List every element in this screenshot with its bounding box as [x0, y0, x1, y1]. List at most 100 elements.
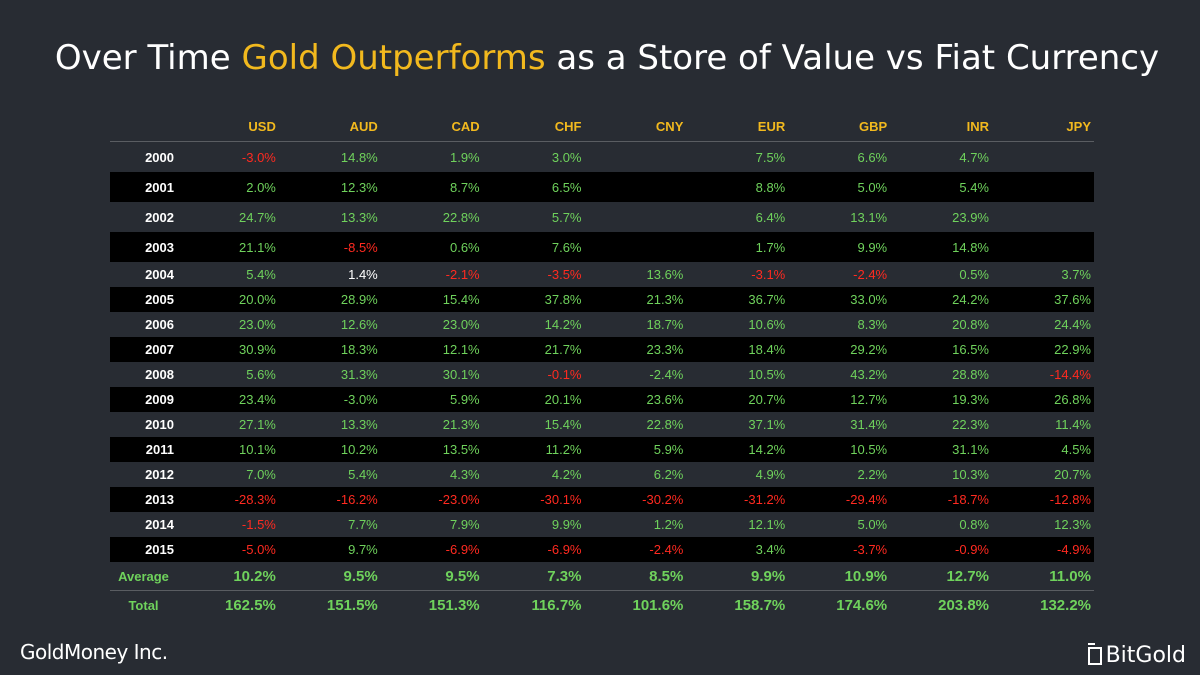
cell-eur: -31.2% — [686, 487, 789, 512]
cell-jpy: 24.4% — [992, 312, 1094, 337]
average-jpy: 11.0% — [992, 562, 1094, 591]
cell-aud: 1.4% — [278, 262, 381, 287]
average-eur: 9.9% — [686, 562, 789, 591]
total-label: Total — [110, 590, 177, 619]
year-cell: 2015 — [110, 537, 177, 562]
total-inr: 203.8% — [890, 590, 992, 619]
cell-aud: 14.8% — [278, 141, 381, 172]
table-row: 2005 20.0% 28.9% 15.4% 37.8% 21.3% 36.7% 33.0% 2… — [110, 287, 1094, 312]
cell-jpy: 12.3% — [992, 512, 1094, 537]
year-cell: 2007 — [110, 337, 177, 362]
header-usd: USD — [177, 112, 279, 142]
cell-eur: 7.5% — [686, 141, 789, 172]
year-cell: 2012 — [110, 462, 177, 487]
average-aud: 9.5% — [278, 562, 381, 591]
cell-jpy — [992, 202, 1094, 232]
title-part-1: Over Time — [54, 38, 242, 78]
header-cad: CAD — [380, 112, 483, 142]
cell-cad: -2.1% — [380, 262, 483, 287]
cell-inr: 23.9% — [890, 202, 992, 232]
cell-usd: 10.1% — [177, 437, 279, 462]
cell-usd: 7.0% — [177, 462, 279, 487]
table-row: 2014 -1.5% 7.7% 7.9% 9.9% 1.2% 12.1% 5.0% 0.8% 12… — [110, 512, 1094, 537]
table-row: 2009 23.4% -3.0% 5.9% 20.1% 23.6% 20.7% 12.7% 19… — [110, 387, 1094, 412]
cell-aud: 28.9% — [278, 287, 381, 312]
cell-cny — [584, 141, 687, 172]
cell-chf: -6.9% — [482, 537, 585, 562]
cell-usd: 5.4% — [177, 262, 279, 287]
cell-chf: 21.7% — [482, 337, 585, 362]
cell-cny: 18.7% — [584, 312, 687, 337]
table-row: 2012 7.0% 5.4% 4.3% 4.2% 6.2% 4.9% 2.2% 10.3% 20.… — [110, 462, 1094, 487]
cell-chf: 4.2% — [482, 462, 585, 487]
cell-aud: -3.0% — [278, 387, 381, 412]
cell-cny: 1.2% — [584, 512, 687, 537]
cell-eur: 8.8% — [686, 172, 789, 202]
header-cny: CNY — [584, 112, 687, 142]
total-cad: 151.3% — [380, 590, 483, 619]
table-row: 2000 -3.0% 14.8% 1.9% 3.0% 7.5% 6.6% 4.7% — [110, 141, 1094, 172]
table-body: 2000 -3.0% 14.8% 1.9% 3.0% 7.5% 6.6% 4.7% 2001 2.… — [110, 141, 1094, 562]
cell-inr: 10.3% — [890, 462, 992, 487]
cell-gbp: -2.4% — [788, 262, 891, 287]
slide-title: Over Time Gold Outperforms as a Store of… — [0, 38, 1200, 78]
cell-inr: 20.8% — [890, 312, 992, 337]
cell-gbp: 10.5% — [788, 437, 891, 462]
goldmoney-logo-text: GoldMoney Inc. — [20, 640, 168, 664]
title-highlight: Gold Outperforms — [241, 38, 546, 78]
cell-cad: 30.1% — [380, 362, 483, 387]
cell-usd: 5.6% — [177, 362, 279, 387]
cell-inr: 28.8% — [890, 362, 992, 387]
cell-cad: 7.9% — [380, 512, 483, 537]
cell-cny — [584, 172, 687, 202]
cell-eur: 4.9% — [686, 462, 789, 487]
cell-aud: -8.5% — [278, 232, 381, 262]
year-cell: 2009 — [110, 387, 177, 412]
header-chf: CHF — [482, 112, 585, 142]
header-eur: EUR — [686, 112, 789, 142]
cell-inr: 16.5% — [890, 337, 992, 362]
cell-inr: 0.8% — [890, 512, 992, 537]
header-aud: AUD — [278, 112, 381, 142]
cell-chf: 37.8% — [482, 287, 585, 312]
cell-usd: 24.7% — [177, 202, 279, 232]
cell-inr: 24.2% — [890, 287, 992, 312]
cell-usd: 20.0% — [177, 287, 279, 312]
cell-aud: 13.3% — [278, 202, 381, 232]
cell-cad: 21.3% — [380, 412, 483, 437]
cell-cad: 23.0% — [380, 312, 483, 337]
total-usd: 162.5% — [177, 590, 279, 619]
cell-cny: -2.4% — [584, 537, 687, 562]
cell-gbp: 31.4% — [788, 412, 891, 437]
cell-gbp: 5.0% — [788, 512, 891, 537]
cell-chf: 3.0% — [482, 141, 585, 172]
year-cell: 2003 — [110, 232, 177, 262]
cell-aud: 10.2% — [278, 437, 381, 462]
table-row: 2015 -5.0% 9.7% -6.9% -6.9% -2.4% 3.4% -3.7% -0.… — [110, 537, 1094, 562]
table-row: 2008 5.6% 31.3% 30.1% -0.1% -2.4% 10.5% 43.2% 28… — [110, 362, 1094, 387]
cell-inr: 22.3% — [890, 412, 992, 437]
total-aud: 151.5% — [278, 590, 381, 619]
returns-table: USD AUD CAD CHF CNY EUR GBP INR JPY 2000… — [110, 112, 1094, 619]
cell-chf: -0.1% — [482, 362, 585, 387]
cell-cny: 6.2% — [584, 462, 687, 487]
cell-jpy: 22.9% — [992, 337, 1094, 362]
header-corner — [110, 112, 177, 142]
cell-chf: 7.6% — [482, 232, 585, 262]
cell-cad: -23.0% — [380, 487, 483, 512]
table-row: 2010 27.1% 13.3% 21.3% 15.4% 22.8% 37.1% 31.4% 2… — [110, 412, 1094, 437]
cell-cny: 23.6% — [584, 387, 687, 412]
table-row: 2007 30.9% 18.3% 12.1% 21.7% 23.3% 18.4% 29.2% 1… — [110, 337, 1094, 362]
bitgold-logo: BitGold — [1087, 642, 1186, 668]
cell-aud: 12.3% — [278, 172, 381, 202]
cell-jpy: 11.4% — [992, 412, 1094, 437]
average-chf: 7.3% — [482, 562, 585, 591]
cell-eur: 12.1% — [686, 512, 789, 537]
cell-cad: 1.9% — [380, 141, 483, 172]
cell-jpy: 4.5% — [992, 437, 1094, 462]
cell-inr: 4.7% — [890, 141, 992, 172]
cell-inr: -0.9% — [890, 537, 992, 562]
cell-usd: 21.1% — [177, 232, 279, 262]
cell-gbp: -3.7% — [788, 537, 891, 562]
header-gbp: GBP — [788, 112, 891, 142]
